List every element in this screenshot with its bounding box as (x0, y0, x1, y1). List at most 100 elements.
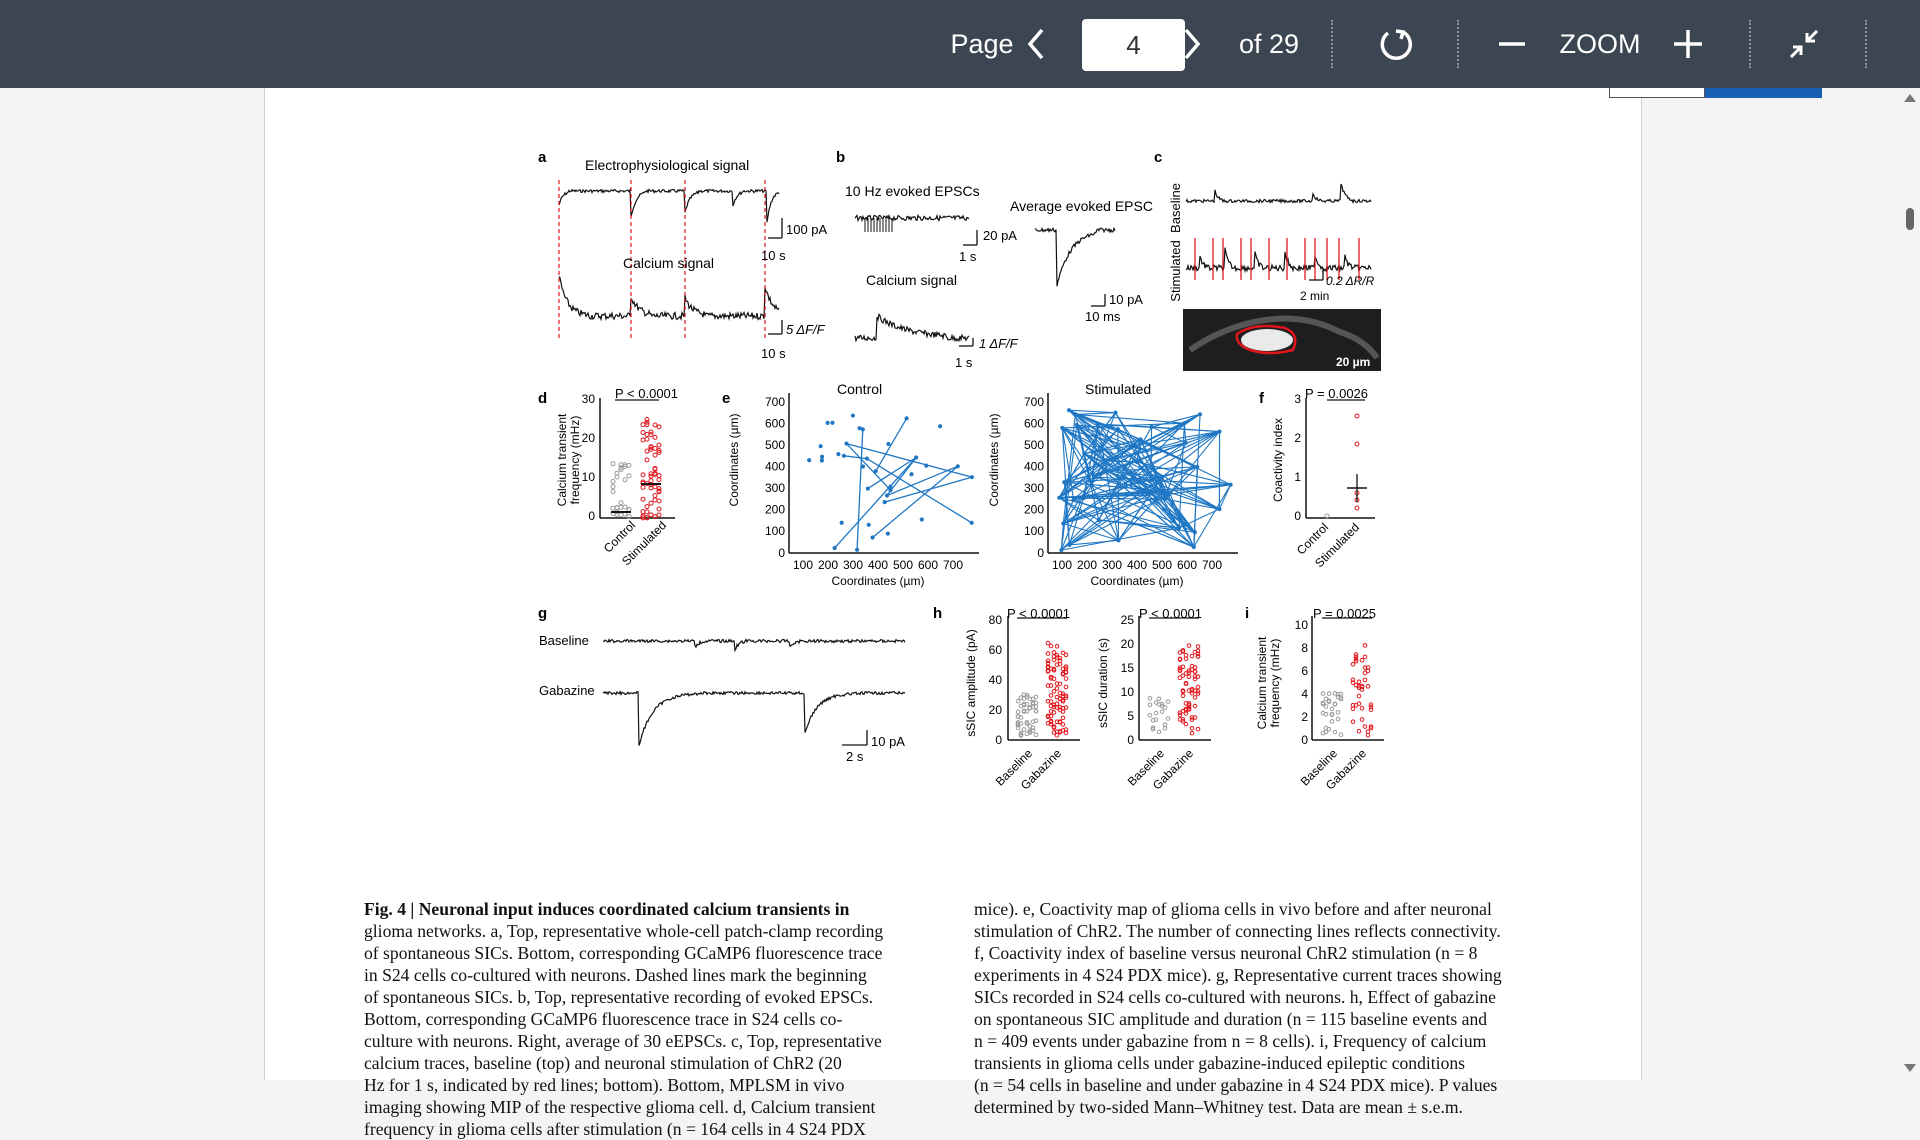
panel-a-calcium-trace (559, 277, 779, 320)
panel-h-duration-baseline-point (1148, 703, 1152, 707)
panel-e-stimulated-map-cell-point (1229, 483, 1232, 486)
zoom-in-button[interactable] (1670, 0, 1706, 88)
panel-e-stimulated-map-cell-point (1192, 545, 1195, 548)
panel-a-scale2: 5 ΔF/F (786, 322, 826, 337)
panel-e-stimulated-map-cell-point (1093, 475, 1096, 478)
panel-d-stimulated-point (645, 510, 649, 514)
panel-h-ytick: 0 (1127, 733, 1134, 747)
panel-e-control-xtick: 400 (868, 558, 888, 572)
panel-c-label-baseline: Baseline (1168, 183, 1183, 233)
panel-i-frequency-baseline-point (1336, 717, 1340, 721)
panel-e-control-map-cell-point (845, 442, 848, 445)
panel-c-scale: 0.2 ΔR/R (1326, 274, 1375, 288)
panel-e-control-map-cell-point (820, 455, 823, 458)
vertical-scrollbar[interactable] (1900, 88, 1920, 1080)
panel-d-control-point (611, 506, 615, 510)
panel-i-frequency-baseline-point (1330, 720, 1334, 724)
panel-c-baseline-trace (1186, 184, 1371, 203)
panel-h-ylabel-duration: sSIC duration (s) (1096, 638, 1110, 728)
panel-e-control-ytick: 500 (765, 438, 785, 452)
panel-h-duration-baseline-point (1148, 713, 1152, 717)
panel-i-pvalue: P = 0.0025 (1313, 606, 1376, 621)
caption-left-column: Fig. 4 | Neuronal input induces coordina… (364, 898, 944, 1140)
panel-h-ytick: 60 (989, 643, 1003, 657)
panel-e-stimulated-map-cell-point (1072, 498, 1075, 501)
panel-b-calcium-trace (855, 314, 969, 340)
panel-e-stimulated-map-cell-point (1116, 428, 1119, 431)
scrollbar-thumb[interactable] (1906, 208, 1914, 230)
panel-d-ytick: 20 (582, 431, 596, 445)
caption-line: stimulation of ChR2. The number of conne… (974, 920, 1554, 942)
page-number-input[interactable] (1082, 19, 1185, 71)
zoom-out-button[interactable] (1494, 0, 1530, 88)
panel-i-frequency-gabazine-point (1357, 729, 1361, 733)
panel-c-cell (1241, 329, 1293, 351)
panel-d-stimulated-point (641, 510, 645, 514)
panel-e-stimulated-xtick: 100 (1052, 558, 1072, 572)
panel-h-duration-baseline-point (1166, 700, 1170, 704)
chevron-right-icon (1181, 27, 1203, 61)
panel-e-stimulated-map-cell-point (1105, 469, 1108, 472)
panel-h-amplitude-gabazine-point (1049, 644, 1053, 648)
panel-letter-e: e (722, 390, 730, 407)
panel-b-title: 10 Hz evoked EPSCs (845, 183, 980, 199)
panel-a-title: Electrophysiological signal (585, 157, 749, 173)
panel-i-frequency-gabazine-point (1363, 678, 1367, 682)
panel-d-control-point (627, 463, 631, 467)
panel-a-time1: 10 s (761, 248, 786, 263)
panel-d-stimulated-point (657, 478, 661, 482)
panel-g-baseline-trace (603, 640, 905, 651)
panel-e-stimulated-xtick: 300 (1102, 558, 1122, 572)
exit-fullscreen-button[interactable] (1784, 0, 1824, 88)
chevron-left-icon (1025, 27, 1047, 61)
panel-e-stimulated-map-connection (1069, 410, 1115, 412)
panel-letter-c: c (1154, 149, 1162, 166)
panel-e-control-ytick: 700 (765, 395, 785, 409)
panel-d-ylabel1: Calcium transient (555, 413, 569, 506)
panel-e-title-control: Control (837, 381, 882, 397)
panel-e-stimulated-map-cell-point (1139, 438, 1142, 441)
scroll-up-arrow-icon[interactable] (1904, 94, 1916, 102)
panel-e-stimulated-map-connection (1219, 485, 1230, 509)
panel-b-scale1: 20 pA (983, 228, 1017, 243)
panel-g-time: 2 s (846, 749, 864, 764)
panel-i-ytick: 10 (1295, 618, 1309, 632)
panel-d-stimulated-point (645, 417, 649, 421)
panel-d-stimulated-point (645, 433, 649, 437)
panel-e-control-map-cell-point (939, 425, 942, 428)
panel-e-control-map-cell-point (956, 465, 959, 468)
prev-page-button[interactable] (1016, 0, 1056, 88)
panel-e-control-map-connection (846, 444, 971, 478)
panel-d-stimulated-point (649, 501, 653, 505)
panel-e-title-stimulated: Stimulated (1085, 381, 1151, 397)
panel-e-stimulated-map-cell-point (1063, 481, 1066, 484)
panel-h-duration-baseline-point (1163, 726, 1167, 730)
next-page-button[interactable] (1172, 0, 1212, 88)
caption-line: Fig. 4 | Neuronal input induces coordina… (364, 898, 944, 920)
panel-e-stimulated-map-cell-point (1083, 452, 1086, 455)
panel-f-pvalue: P = 0.0026 (1305, 386, 1368, 401)
document-viewer[interactable]: a Electrophysiological signal 100 pA 10 … (0, 88, 1920, 1080)
rotate-button[interactable] (1370, 0, 1422, 88)
panel-e-stimulated-map-cell-point (1067, 409, 1070, 412)
panel-h-duration-gabazine-point (1196, 645, 1200, 649)
panel-h-ytick: 25 (1121, 613, 1135, 627)
scroll-down-arrow-icon[interactable] (1904, 1064, 1916, 1072)
panel-h-duration-gabazine-point (1184, 657, 1188, 661)
panel-g-gabazine-trace (603, 692, 905, 746)
panel-g-label-baseline: Baseline (539, 633, 589, 648)
panel-h-duration-gabazine-point (1193, 704, 1197, 708)
panel-h-duration-baseline-point (1148, 697, 1152, 701)
panel-b-scale2: 1 ΔF/F (979, 336, 1019, 351)
panel-h-ytick: 10 (1121, 685, 1135, 699)
panel-d-stimulated-point (641, 431, 645, 435)
panel-e-control-map-cell-point (915, 456, 918, 459)
panel-e-xlabel-control: Coordinates (µm) (832, 574, 925, 588)
panel-letter-d: d (538, 390, 547, 407)
panel-i-ytick: 8 (1301, 641, 1308, 655)
panel-h-amplitude-gabazine-point (1049, 694, 1053, 698)
panel-h-ytick: 5 (1127, 709, 1134, 723)
panel-h-pvalue-duration: P < 0.0001 (1139, 606, 1202, 621)
panel-d-control-point (623, 478, 627, 482)
toolbar-divider (1457, 20, 1459, 68)
